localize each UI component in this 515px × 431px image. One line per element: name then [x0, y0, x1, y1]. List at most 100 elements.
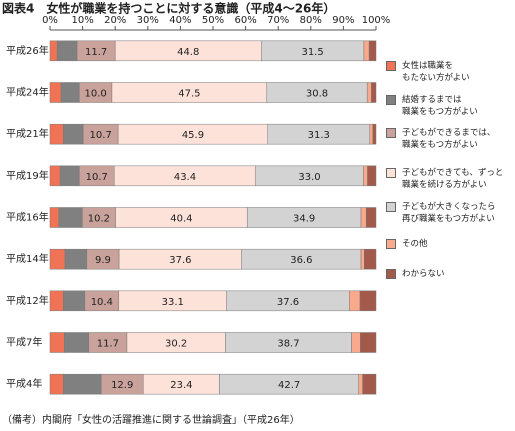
value-label: 38.7	[277, 339, 299, 350]
bar-segment	[369, 123, 373, 145]
bar-segment	[372, 123, 377, 145]
bar-segment	[63, 373, 102, 395]
value-label: 30.2	[165, 339, 187, 350]
bar-segment	[367, 165, 377, 187]
value-label: 10.7	[90, 130, 112, 141]
value-label: 33.1	[162, 297, 184, 308]
bar-segment	[349, 290, 361, 312]
value-label: 30.8	[306, 89, 328, 100]
value-label: 37.6	[277, 297, 299, 308]
x-tick-label: 50%	[202, 15, 224, 26]
bar-segment	[371, 82, 377, 103]
bar-segment	[364, 248, 377, 270]
chart-title: 図表4 女性が職業を持つことに対する意識（平成4～26年）	[2, 1, 335, 16]
value-label: 34.9	[293, 214, 315, 225]
x-tick-label: 70%	[267, 15, 289, 26]
y-tick-label: 平成26年	[6, 44, 49, 57]
x-tick-label: 40%	[169, 15, 191, 26]
x-tick-label: 80%	[300, 15, 322, 26]
bar-segment	[360, 207, 367, 228]
x-tick-label: 0%	[42, 15, 58, 26]
value-label: 10.4	[91, 297, 113, 308]
legend-label: 子どもができるまでは、 職業をもつ方がよい	[402, 128, 496, 150]
bar-segment	[49, 373, 64, 395]
value-label: 9.9	[95, 255, 111, 266]
bar-segment	[58, 207, 83, 228]
x-tick-label: 90%	[332, 15, 354, 26]
x-tick-label: 30%	[137, 15, 159, 26]
bar-segment	[365, 207, 377, 228]
bar-segment	[59, 165, 80, 187]
value-label: 47.5	[178, 89, 200, 100]
x-tick-label: 60%	[234, 15, 256, 26]
legend-swatch	[386, 168, 396, 178]
bar-segment	[64, 248, 88, 270]
bar-segment	[49, 290, 64, 312]
bar-segment	[362, 373, 377, 395]
x-tick-label: 10%	[71, 15, 93, 26]
bar-segment	[366, 82, 372, 103]
value-label: 33.0	[298, 172, 320, 183]
legend-label: わからない	[402, 269, 445, 279]
bar-segment	[49, 248, 66, 270]
bar-segment	[363, 40, 370, 62]
legend-label: 子どもができても、ずっと 職業を続ける方がよい	[402, 168, 504, 190]
value-label: 37.6	[169, 255, 191, 266]
value-label: 10.0	[85, 89, 107, 100]
y-tick-label: 平成21年	[6, 127, 49, 140]
bar-segment	[49, 165, 61, 187]
x-tick-label: 20%	[104, 15, 126, 26]
value-label: 36.6	[290, 255, 312, 266]
bar-segment	[351, 332, 361, 353]
legend-swatch	[386, 61, 396, 71]
value-label: 45.9	[182, 130, 204, 141]
bar-segment	[359, 290, 377, 312]
bar-segment	[56, 40, 78, 62]
legend-label: 女性は職業を もたない方がよい	[402, 61, 470, 83]
y-tick-label: 平成7年	[6, 336, 42, 349]
y-tick-label: 平成19年	[6, 169, 49, 182]
legend-swatch	[386, 202, 396, 212]
value-label: 23.4	[170, 380, 192, 391]
x-tick-label: 100%	[362, 15, 391, 26]
bar-segment	[63, 290, 86, 312]
value-label: 42.7	[278, 380, 300, 391]
bar-segment	[49, 82, 62, 103]
legend-swatch	[386, 269, 396, 279]
legend-label: 子どもが大きくなったら 再び職業をもつ方がよい	[402, 202, 496, 224]
legend-label: その他	[402, 239, 428, 249]
bar-segment	[60, 82, 80, 103]
bar-segment	[363, 165, 368, 187]
y-tick-label: 平成24年	[6, 86, 49, 99]
bar-segment	[63, 123, 84, 145]
legend-swatch	[386, 128, 396, 138]
bar-segment	[368, 40, 377, 62]
y-tick-label: 平成4年	[6, 377, 42, 390]
value-label: 10.2	[88, 214, 110, 225]
y-tick-label: 平成16年	[6, 211, 49, 224]
value-label: 11.7	[97, 339, 119, 350]
value-label: 31.3	[308, 130, 330, 141]
value-label: 11.7	[85, 47, 107, 58]
y-tick-label: 平成12年	[6, 294, 49, 307]
bar-segment	[49, 332, 65, 353]
bar-segment	[64, 332, 90, 353]
legend-swatch	[386, 95, 396, 105]
value-label: 10.7	[86, 172, 108, 183]
bar-segment	[49, 123, 64, 145]
value-label: 31.5	[301, 47, 323, 58]
value-label: 43.4	[174, 172, 196, 183]
chart-note: （備考）内閣府「女性の活躍推進に関する世論調査」（平成26年）	[2, 413, 300, 426]
bar-segment	[49, 40, 58, 62]
value-label: 12.9	[111, 380, 133, 391]
bar-segment	[49, 207, 60, 228]
legend-swatch	[386, 239, 396, 249]
legend-label: 結婚するまでは 職業をもつ方がよい	[402, 95, 478, 117]
bar-segment	[360, 332, 377, 353]
value-label: 40.4	[170, 214, 192, 225]
y-tick-label: 平成14年	[6, 252, 49, 265]
value-label: 44.8	[177, 47, 199, 58]
bar-segment	[358, 373, 363, 395]
